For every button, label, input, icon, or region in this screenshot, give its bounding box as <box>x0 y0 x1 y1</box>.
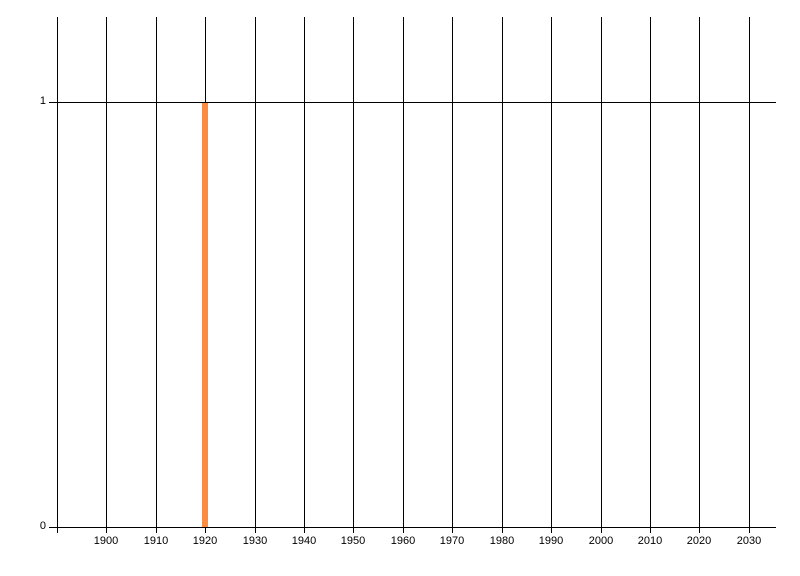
x-tick-label: 2020 <box>686 535 712 547</box>
x-tick-label: 2000 <box>588 535 614 547</box>
x-tick-label: 1940 <box>291 535 317 547</box>
x-gridline <box>106 17 107 533</box>
x-gridline <box>452 17 453 533</box>
x-tick-label: 1910 <box>143 535 169 547</box>
x-gridline <box>749 17 750 533</box>
x-gridline <box>57 17 58 533</box>
y-gridline <box>49 102 776 103</box>
x-tick-label: 1930 <box>242 535 268 547</box>
x-tick-label: 2030 <box>736 535 762 547</box>
x-gridline <box>156 17 157 533</box>
x-gridline <box>551 17 552 533</box>
x-tick-label: 1990 <box>538 535 564 547</box>
x-tick-label: 2010 <box>637 535 663 547</box>
x-tick-label: 1900 <box>93 535 119 547</box>
x-tick-label: 1960 <box>390 535 416 547</box>
x-gridline <box>650 17 651 533</box>
x-gridline <box>304 17 305 533</box>
x-tick-label: 1980 <box>489 535 515 547</box>
x-tick-label: 1950 <box>340 535 366 547</box>
y-tick-label: 0 <box>39 520 46 532</box>
x-gridline <box>502 17 503 533</box>
x-tick-label: 1920 <box>192 535 218 547</box>
x-tick-label: 1970 <box>439 535 465 547</box>
x-gridline <box>699 17 700 533</box>
x-axis-line <box>49 527 776 528</box>
x-gridline <box>601 17 602 533</box>
x-gridline <box>255 17 256 533</box>
x-gridline <box>403 17 404 533</box>
x-gridline <box>353 17 354 533</box>
data-bar <box>202 103 208 527</box>
y-tick-label: 1 <box>39 95 46 107</box>
